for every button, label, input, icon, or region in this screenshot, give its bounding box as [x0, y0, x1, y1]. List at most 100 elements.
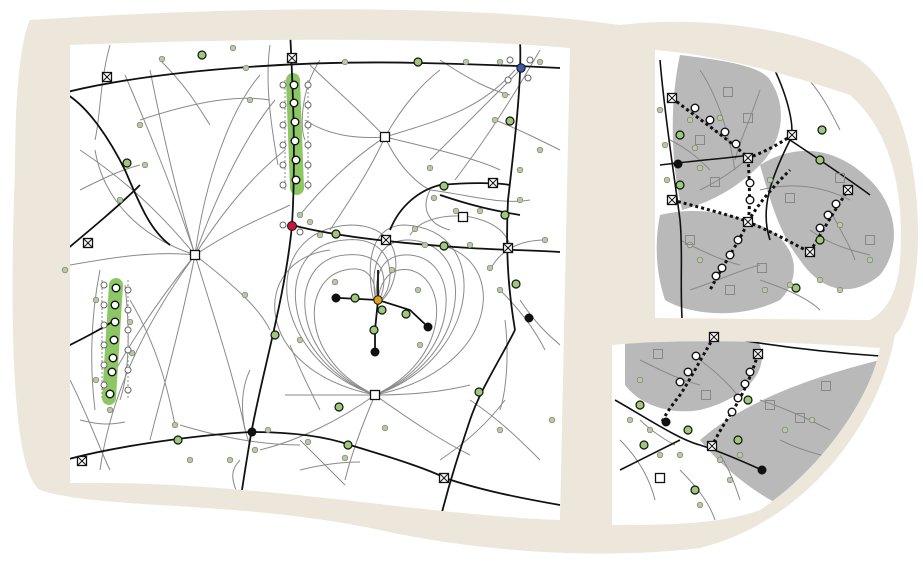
open-node — [125, 367, 131, 373]
black-node — [674, 160, 682, 168]
small-node — [767, 177, 773, 183]
open-node — [706, 116, 714, 124]
green-node — [335, 403, 343, 411]
small-node — [93, 377, 99, 383]
open-node — [292, 176, 300, 184]
crossed-square-node — [288, 54, 297, 63]
green-node — [636, 401, 644, 409]
open-node — [305, 122, 311, 128]
crossed-square-node — [78, 457, 87, 466]
green-node — [744, 396, 752, 404]
green-node — [351, 294, 359, 302]
small-node — [537, 59, 543, 65]
crossed-square-node — [708, 442, 717, 451]
open-node — [684, 368, 692, 376]
small-node — [243, 65, 249, 71]
open-node — [507, 57, 513, 63]
small-node — [417, 342, 423, 348]
small-node — [487, 265, 493, 271]
small-node — [809, 417, 815, 423]
small-node — [142, 162, 148, 168]
open-node — [101, 302, 107, 308]
green-node — [640, 441, 648, 449]
open-node — [721, 128, 729, 136]
small-node — [502, 92, 508, 98]
green-node — [501, 211, 509, 219]
open-node — [280, 122, 286, 128]
crossed-square-node — [744, 218, 753, 227]
crossed-square-node — [788, 131, 797, 140]
green-node — [816, 156, 824, 164]
small-node — [137, 122, 143, 128]
square-node — [381, 133, 390, 142]
green-node — [440, 242, 448, 250]
small-node — [305, 439, 311, 445]
green-node — [734, 436, 742, 444]
small-node — [497, 287, 503, 293]
small-node — [537, 147, 543, 153]
small-node — [657, 452, 663, 458]
open-node — [280, 82, 286, 88]
green-node — [440, 182, 448, 190]
small-node — [837, 222, 843, 228]
square-node — [459, 213, 468, 222]
open-node — [734, 394, 742, 402]
open-node — [290, 99, 298, 107]
crossed-square-node — [440, 474, 449, 483]
small-node — [317, 232, 323, 238]
small-node — [412, 226, 418, 232]
green-node — [816, 236, 824, 244]
black-node — [662, 418, 670, 426]
black-node — [371, 348, 379, 356]
open-node — [108, 368, 116, 376]
small-node — [497, 427, 503, 433]
crossed-square-node — [754, 350, 763, 359]
open-node — [101, 282, 107, 288]
green-node — [676, 181, 684, 189]
open-node — [816, 224, 824, 232]
small-node — [517, 167, 523, 173]
small-node — [307, 219, 313, 225]
open-node — [832, 200, 840, 208]
small-node — [637, 377, 643, 383]
small-node — [431, 195, 437, 201]
small-node — [727, 477, 733, 483]
small-node — [159, 56, 165, 62]
small-node — [463, 59, 469, 65]
small-node — [427, 165, 433, 171]
green-node — [475, 388, 483, 396]
open-node — [101, 322, 107, 328]
square-node — [656, 474, 665, 483]
small-node — [697, 257, 703, 263]
small-node — [342, 455, 348, 461]
open-node — [280, 102, 286, 108]
green-node — [198, 51, 206, 59]
crossed-square-node — [504, 244, 513, 253]
small-node — [492, 117, 498, 123]
green-node — [174, 436, 182, 444]
small-node — [477, 208, 483, 214]
blue-node — [517, 64, 525, 72]
crossed-square-node — [668, 196, 677, 205]
open-node — [106, 390, 114, 398]
black-node — [525, 314, 533, 322]
small-node — [697, 165, 703, 171]
green-node — [271, 331, 279, 339]
small-node — [762, 287, 768, 293]
small-node — [662, 142, 668, 148]
small-node — [677, 452, 683, 458]
green-node — [691, 486, 699, 494]
open-node — [125, 347, 131, 353]
square-node — [191, 251, 200, 260]
green-node — [506, 117, 514, 125]
small-node — [117, 197, 123, 203]
small-node — [382, 425, 388, 431]
small-node — [664, 177, 670, 183]
small-node — [467, 242, 473, 248]
small-node — [227, 457, 233, 463]
small-node — [717, 457, 723, 463]
green-node — [818, 126, 826, 134]
crossed-square-node — [84, 239, 93, 248]
open-node — [728, 408, 736, 416]
